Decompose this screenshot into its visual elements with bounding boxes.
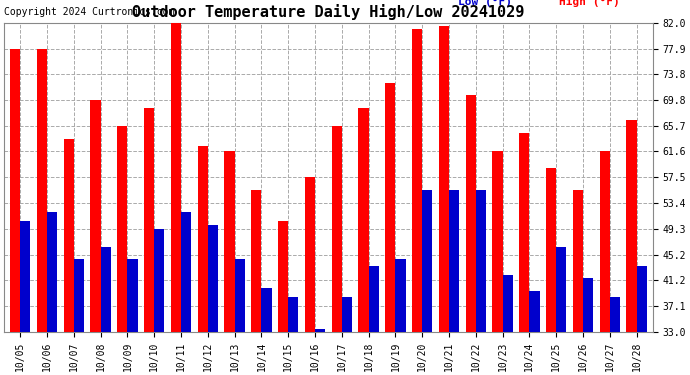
Text: Low (°F): Low (°F) [458,0,512,7]
Bar [600,152,610,332]
Bar [610,297,620,332]
Bar [208,225,218,332]
Bar [395,259,406,332]
Bar [315,328,325,332]
Bar [493,152,502,332]
Bar [305,177,315,332]
Bar [546,168,556,332]
Title: Outdoor Temperature Daily High/Low 20241029: Outdoor Temperature Daily High/Low 20241… [132,4,524,20]
Bar [342,297,352,332]
Bar [117,126,128,332]
Bar [358,108,368,332]
Bar [128,259,137,332]
Bar [155,229,164,332]
Bar [412,29,422,332]
Bar [583,278,593,332]
Bar [529,291,540,332]
Bar [288,297,298,332]
Bar [502,275,513,332]
Bar [476,190,486,332]
Bar [637,266,647,332]
Bar [47,212,57,332]
Bar [20,221,30,332]
Bar [556,247,566,332]
Text: High (°F): High (°F) [559,0,620,7]
Bar [224,152,235,332]
Bar [422,190,433,332]
Bar [63,140,74,332]
Bar [235,259,245,332]
Bar [466,95,476,332]
Bar [519,133,529,332]
Bar [385,82,395,332]
Bar [90,100,101,332]
Bar [332,126,342,332]
Bar [144,108,155,332]
Bar [278,221,288,332]
Bar [262,288,272,332]
Bar [449,190,459,332]
Bar [368,266,379,332]
Bar [251,190,262,332]
Bar [181,212,191,332]
Bar [197,146,208,332]
Bar [627,120,637,332]
Text: Copyright 2024 Curtronics.com: Copyright 2024 Curtronics.com [4,6,175,16]
Bar [439,26,449,332]
Bar [573,190,583,332]
Bar [37,49,47,332]
Bar [101,247,111,332]
Bar [171,23,181,332]
Bar [10,49,20,332]
Bar [74,259,84,332]
